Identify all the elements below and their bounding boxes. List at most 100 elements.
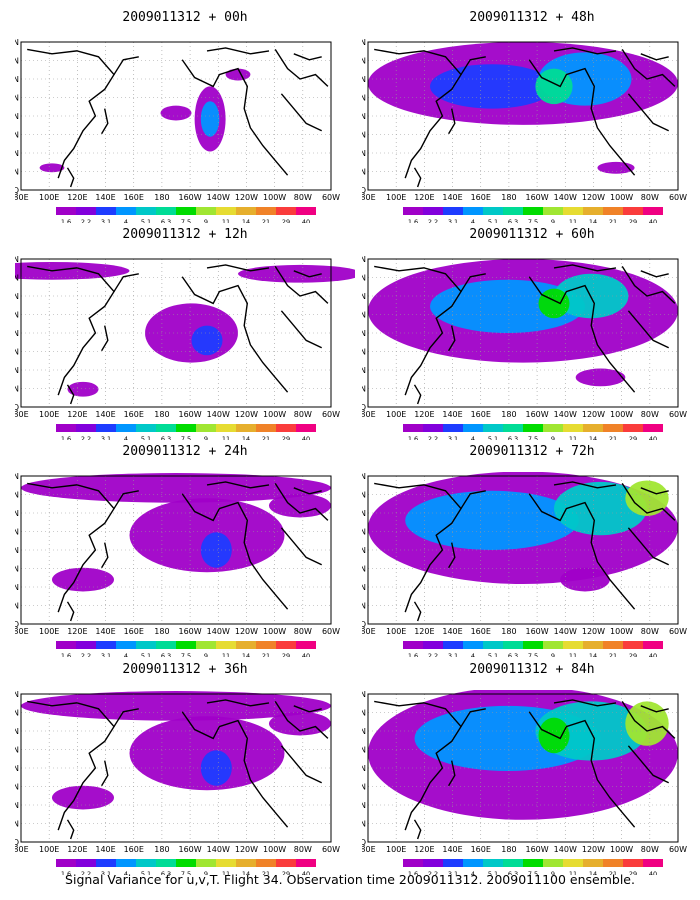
colorbar-label: 4 xyxy=(471,870,475,875)
colorbar-swatch xyxy=(176,207,196,215)
colorbar-label: 29 xyxy=(629,652,637,657)
lat-tick-label: 20N xyxy=(15,366,19,375)
colorbar-label: 3.1 xyxy=(101,218,111,223)
lon-tick-label: 80E xyxy=(362,845,376,854)
lat-tick-label: EQ xyxy=(15,186,19,195)
lon-tick-label: 160W xyxy=(178,627,201,636)
colorbar-swatch xyxy=(176,641,196,649)
lat-tick-label: 50N xyxy=(15,528,19,537)
colorbar-label: 29 xyxy=(282,870,290,875)
lat-tick-label: 10N xyxy=(15,602,19,611)
lon-tick-label: 140W xyxy=(207,627,230,636)
colorbar-label: 21 xyxy=(609,870,617,875)
colorbar-label: 4 xyxy=(471,218,475,223)
colorbar-label: 6.3 xyxy=(161,652,171,657)
lon-tick-label: 80W xyxy=(641,845,659,854)
colorbar-label: 5.1 xyxy=(488,870,498,875)
variance-contour xyxy=(52,785,114,810)
lat-tick-label: 40N xyxy=(15,329,19,338)
map-plot: 80N 70N 60N 50N 40N 30N 20N 10N EQ80E 100E 120E 140… xyxy=(15,255,355,440)
lat-tick-label: 30N xyxy=(362,783,366,792)
lon-tick-label: 80E xyxy=(362,410,376,419)
colorbar-label: 2.2 xyxy=(428,435,438,440)
colorbar-label: 9 xyxy=(551,435,555,440)
lat-tick-label: 60N xyxy=(362,727,366,736)
lat-tick-label: 60N xyxy=(15,75,19,84)
colorbar-swatch xyxy=(56,207,76,215)
lon-tick-label: 100W xyxy=(610,627,633,636)
lat-tick-label: 70N xyxy=(15,274,19,283)
colorbar-label: 1.6 xyxy=(408,870,418,875)
coastlines xyxy=(374,264,676,405)
map-panel: 2009011312 + 60h 80N 70N 60N 50N 40N 30N 20N 10N… xyxy=(362,225,700,440)
lon-tick-label: 60W xyxy=(322,845,340,854)
map-plot: 80N 70N 60N 50N 40N 30N 20N 10N EQ80E 100E 120E 140… xyxy=(15,38,340,223)
colorbar-label: 1.6 xyxy=(61,870,71,875)
colorbar-label: 14 xyxy=(242,435,250,440)
variance-shading xyxy=(368,42,678,174)
colorbar-label: 2.2 xyxy=(428,652,438,657)
variance-shading xyxy=(39,68,251,173)
variance-contour xyxy=(535,68,573,105)
colorbar-swatch xyxy=(196,207,216,215)
variance-shading xyxy=(15,261,355,397)
colorbar-label: 21 xyxy=(609,218,617,223)
map-plot: 80N 70N 60N 50N 40N 30N 20N 10N EQ80E 100E 120E 140… xyxy=(362,255,687,440)
lon-tick-label: 140E xyxy=(442,410,462,419)
lon-tick-label: 140W xyxy=(207,193,230,202)
colorbar-swatch xyxy=(403,207,423,215)
colorbar-swatch xyxy=(136,859,156,867)
lat-tick-label: 70N xyxy=(362,709,366,718)
colorbar-label: 6.3 xyxy=(508,870,518,875)
colorbar-label: 9 xyxy=(204,218,208,223)
lon-tick-label: 160W xyxy=(525,193,548,202)
colorbar-swatch xyxy=(236,424,256,432)
colorbar-label: 11 xyxy=(222,870,230,875)
colorbar: 1.6 2.2 3.1 4 5.1 6.3 7.5 9 11 14 21 29 40 xyxy=(56,641,316,657)
lon-tick-label: 160W xyxy=(525,627,548,636)
lon-tick-label: 120W xyxy=(582,845,605,854)
colorbar-swatch xyxy=(423,641,443,649)
colorbar-swatch xyxy=(56,859,76,867)
colorbar-swatch xyxy=(423,424,443,432)
lat-tick-label: 50N xyxy=(15,311,19,320)
lat-tick-label: 60N xyxy=(15,292,19,301)
colorbar-swatch xyxy=(256,424,276,432)
lat-tick-label: 20N xyxy=(15,801,19,810)
lat-tick-label: 10N xyxy=(362,602,366,611)
variance-contour xyxy=(405,490,579,550)
colorbar-label: 21 xyxy=(609,435,617,440)
lon-tick-label: 100E xyxy=(39,193,59,202)
colorbar-swatch xyxy=(563,207,583,215)
colorbar-label: 11 xyxy=(222,435,230,440)
colorbar-label: 3.1 xyxy=(101,870,111,875)
colorbar-label: 1.6 xyxy=(408,435,418,440)
colorbar-swatch xyxy=(443,859,463,867)
colorbar-label: 9 xyxy=(204,870,208,875)
lon-tick-label: 120W xyxy=(235,845,258,854)
colorbar-swatch xyxy=(116,424,136,432)
lat-tick-label: EQ xyxy=(15,620,19,629)
lon-tick-label: 180 xyxy=(501,410,516,419)
colorbar-swatch xyxy=(276,641,296,649)
variance-shading xyxy=(368,259,678,387)
lon-tick-label: 140W xyxy=(207,410,230,419)
colorbar-swatch xyxy=(236,859,256,867)
colorbar-swatch xyxy=(136,424,156,432)
lon-tick-label: 120E xyxy=(67,845,87,854)
colorbar-swatch xyxy=(503,207,523,215)
colorbar-swatch xyxy=(256,641,276,649)
lon-tick-label: 80E xyxy=(15,627,29,636)
lat-tick-label: 20N xyxy=(15,149,19,158)
colorbar-swatch xyxy=(643,424,663,432)
colorbar-swatch xyxy=(256,207,276,215)
lon-tick-label: 160W xyxy=(178,410,201,419)
lon-tick-label: 80E xyxy=(362,193,376,202)
colorbar: 1.6 2.2 3.1 4 5.1 6.3 7.5 9 11 14 21 29 40 xyxy=(403,207,663,223)
lat-tick-label: 70N xyxy=(15,709,19,718)
lon-tick-label: 60W xyxy=(322,627,340,636)
colorbar-label: 7.5 xyxy=(528,870,538,875)
lon-tick-label: 80W xyxy=(641,410,659,419)
panel-title: 2009011312 + 36h xyxy=(122,662,248,677)
lat-tick-label: 60N xyxy=(15,727,19,736)
